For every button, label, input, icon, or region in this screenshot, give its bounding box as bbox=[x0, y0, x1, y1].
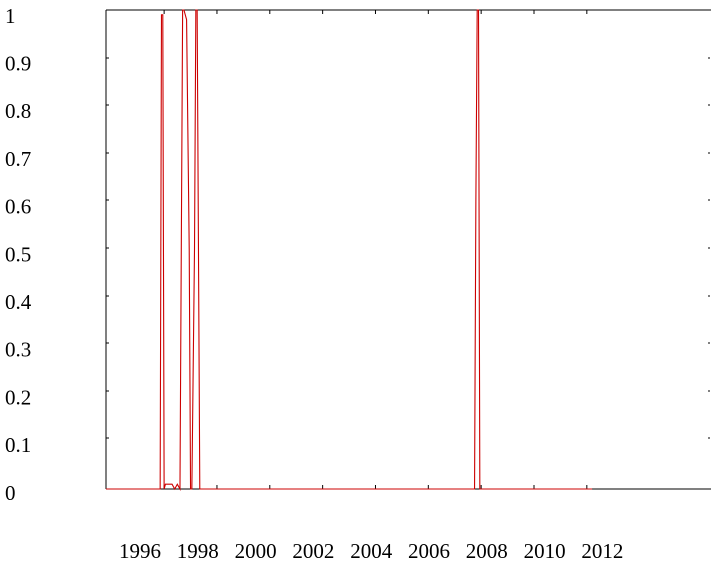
y-tick-label: 0.3 bbox=[5, 338, 31, 362]
y-tick-label: 0.5 bbox=[5, 242, 31, 266]
y-tick-label: 0.7 bbox=[5, 147, 31, 171]
x-tick-label: 2000 bbox=[235, 539, 277, 563]
x-tick-label: 2010 bbox=[524, 539, 566, 563]
y-tick-label: 0.6 bbox=[5, 195, 31, 219]
axis-ticks bbox=[106, 10, 710, 489]
plot-area bbox=[105, 9, 711, 490]
y-tick-label: 0 bbox=[5, 481, 16, 505]
y-tick-label: 0.9 bbox=[5, 52, 31, 76]
x-tick-label: 2006 bbox=[408, 539, 450, 563]
series-layer bbox=[106, 9, 593, 492]
y-tick-label: 0.8 bbox=[5, 99, 31, 123]
series-line-0 bbox=[106, 9, 593, 492]
x-tick-label: 2008 bbox=[466, 539, 508, 563]
x-tick-label: 1998 bbox=[177, 539, 219, 563]
y-axis-tick-labels: 1 0.9 0.8 0.7 0.6 0.5 0.4 0.3 0.2 0.1 0 bbox=[5, 4, 32, 505]
x-axis-tick-labels: 1996 1998 2000 2002 2004 2006 2008 2010 2012 bbox=[119, 539, 623, 563]
x-tick-label: 2004 bbox=[350, 539, 393, 563]
y-tick-label: 0.1 bbox=[5, 433, 31, 457]
y-tick-label: 0.4 bbox=[5, 290, 32, 314]
x-tick-label: 2012 bbox=[581, 539, 623, 563]
x-tick-label: 1996 bbox=[119, 539, 161, 563]
y-tick-label: 1 bbox=[5, 4, 16, 28]
y-tick-label: 0.2 bbox=[5, 385, 31, 409]
x-tick-label: 2002 bbox=[292, 539, 334, 563]
